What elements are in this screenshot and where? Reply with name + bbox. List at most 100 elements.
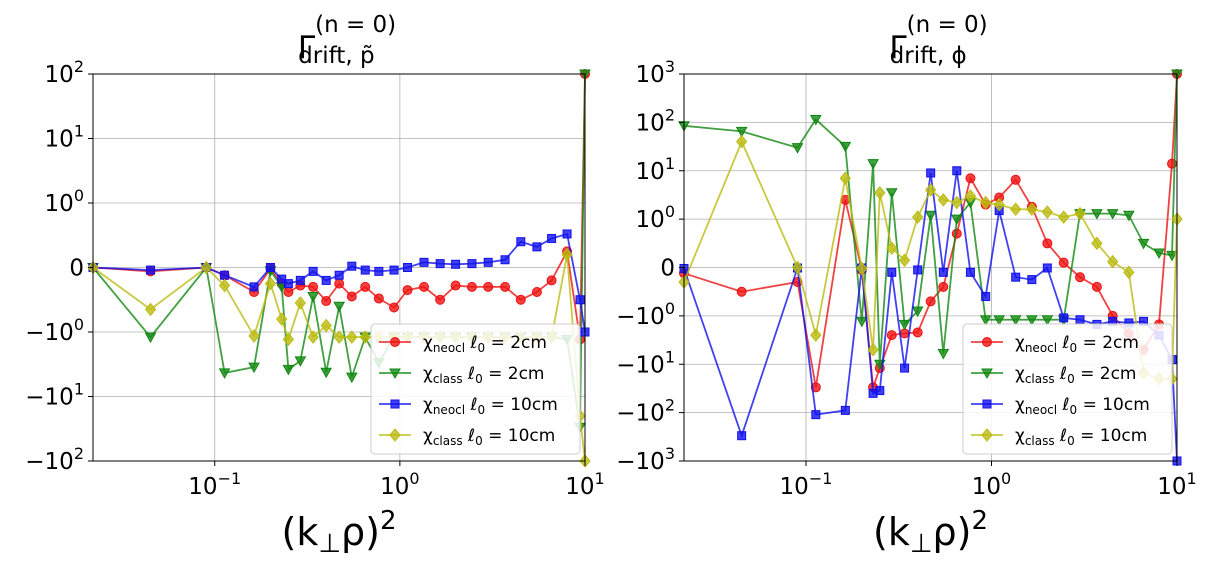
triangle-down-marker [1091, 209, 1103, 220]
legend-chi: χ [423, 426, 433, 446]
triangle-down-marker [911, 306, 924, 318]
diamond-marker [867, 342, 879, 357]
square-marker [277, 274, 287, 284]
diamond-marker [359, 330, 371, 344]
legend-subscript-zero: 0 [1070, 403, 1078, 417]
y-tick-exponent: 1 [665, 154, 675, 173]
xlabel-superscript: 2 [971, 506, 988, 536]
legend-ell: ℓ [465, 395, 477, 415]
triangle-down-marker [855, 316, 868, 328]
legend-subscript: class [1025, 372, 1055, 386]
circle-marker [1058, 257, 1069, 268]
legend-entry: χneocl ℓ0 = 10cm [971, 395, 1150, 417]
chart-panel-2: 10−1 100 1011031021011000−100−101−102−103Γ… [616, 12, 1196, 559]
y-tick-exponent: 1 [74, 380, 84, 399]
square-marker [532, 242, 542, 252]
y-tick-label: −100 [616, 299, 675, 330]
legend-entry: χclass ℓ0 = 2cm [379, 364, 544, 386]
legend-label: χclass ℓ0 = 2cm [1015, 364, 1136, 386]
circle-marker [1091, 281, 1102, 292]
square-marker [1027, 275, 1037, 285]
y-tick-base: −10 [616, 352, 665, 378]
y-tick-label: −101 [25, 380, 84, 411]
legend-value: = 2cm [1077, 333, 1139, 353]
square-marker [483, 257, 493, 267]
legend-entry: χneocl ℓ0 = 2cm [379, 333, 547, 355]
x-tick-exponent: 0 [1001, 469, 1011, 488]
square-marker [926, 168, 936, 178]
circle-marker [418, 281, 429, 292]
square-marker [1075, 315, 1085, 325]
title-subscript: drift, p̃ [298, 43, 374, 69]
triangle-down-marker [1106, 209, 1119, 220]
legend-entry: χneocl ℓ0 = 2cm [971, 333, 1139, 355]
triangle-down-marker [898, 319, 911, 331]
y-tick-exponent: 0 [74, 315, 84, 334]
y-tick-label: 101 [45, 122, 84, 153]
square-marker [389, 265, 399, 275]
triangle-down-marker [307, 292, 319, 303]
x-tick-base: 10 [1157, 474, 1186, 500]
legend-ell: ℓ [1057, 333, 1069, 353]
y-tick-base: 10 [636, 62, 665, 88]
square-marker [308, 266, 318, 276]
circle-marker [1075, 272, 1086, 283]
square-marker [146, 265, 156, 275]
x-tick-exponent: −1 [809, 469, 833, 488]
diamond-marker [218, 278, 231, 293]
circle-marker [466, 281, 477, 292]
circle-marker [346, 291, 357, 302]
legend-chi: χ [1015, 426, 1025, 446]
circle-marker [912, 327, 923, 338]
circle-marker [515, 294, 526, 305]
diamond-marker [1041, 205, 1053, 219]
circle-marker [886, 330, 897, 341]
diamond-marker [951, 195, 963, 210]
legend-subscript: neocl [433, 341, 465, 355]
legend-chi: χ [423, 333, 433, 353]
diamond-marker [282, 332, 295, 347]
y-tick-exponent: 3 [665, 57, 675, 76]
legend-ell: ℓ [1057, 395, 1069, 415]
square-marker [840, 405, 850, 415]
y-tick-base: 10 [636, 110, 665, 136]
y-tick-label: 0 [660, 256, 675, 282]
title-superscript: (n = 0) [907, 12, 988, 38]
circle-marker [334, 278, 345, 289]
diamond-marker [981, 428, 993, 442]
x-axis-label: (k⊥ρ)2 [873, 506, 988, 559]
diamond-marker [346, 330, 358, 344]
diamond-marker [144, 302, 157, 317]
xlabel-tail: ρ) [341, 510, 380, 554]
circle-marker [321, 296, 332, 307]
legend-entry: χclass ℓ0 = 10cm [379, 426, 555, 448]
y-tick-base: 10 [45, 127, 74, 153]
diamond-marker [276, 312, 288, 326]
legend-value: = 10cm [485, 395, 558, 415]
square-marker [467, 259, 477, 269]
square-marker [347, 261, 357, 271]
diamond-marker [925, 183, 937, 197]
x-tick-exponent: −1 [218, 469, 242, 488]
triangle-down-marker [389, 368, 401, 380]
triangle-down-marker [345, 372, 358, 384]
diamond-marker [200, 260, 212, 275]
y-tick-label: −100 [25, 315, 84, 346]
xlabel-subscript: ⊥ [318, 529, 341, 559]
triangle-down-marker [294, 356, 307, 367]
circle-marker [308, 281, 319, 292]
legend-subscript-zero: 0 [1067, 372, 1075, 386]
legend-subscript-zero: 0 [478, 341, 486, 355]
legend-ell: ℓ [463, 364, 475, 384]
legend-subscript-zero: 0 [1070, 341, 1078, 355]
diamond-marker [333, 330, 345, 344]
square-marker [1059, 313, 1069, 323]
triangle-down-marker [867, 159, 879, 170]
diamond-marker [320, 318, 332, 333]
square-marker [403, 263, 413, 272]
diamond-marker [248, 329, 260, 343]
square-marker [575, 295, 585, 305]
circle-marker [283, 287, 294, 298]
